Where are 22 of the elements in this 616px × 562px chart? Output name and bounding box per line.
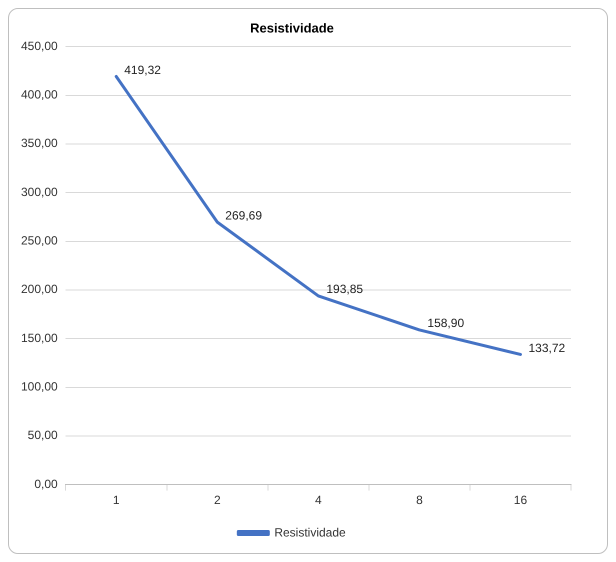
chart-title: Resistividade	[250, 20, 334, 36]
x-tick-label: 1	[112, 493, 120, 508]
data-label: 133,72	[528, 340, 566, 355]
data-label: 269,69	[225, 208, 262, 222]
data-label: 419,32	[124, 62, 162, 77]
y-tick-label: 150,00	[21, 330, 58, 345]
y-tick-label: 50,00	[28, 428, 58, 442]
legend-label: Resistividade	[274, 525, 346, 540]
y-tick-label: 100,00	[21, 380, 58, 394]
x-tick-label: 8	[416, 493, 424, 508]
data-label: 193,85	[326, 282, 364, 296]
data-label: 158,90	[427, 316, 464, 330]
y-tick-label: 300,00	[21, 184, 58, 199]
y-tick-label: 0,00	[34, 476, 58, 491]
x-tick-label: 16	[514, 493, 528, 508]
x-tick-label: 4	[315, 493, 322, 508]
y-tick-label: 200,00	[21, 282, 58, 296]
y-tick-label: 400,00	[21, 88, 58, 102]
x-tick-label: 2	[214, 493, 221, 508]
y-tick-label: 450,00	[21, 38, 58, 53]
y-tick-label: 250,00	[21, 234, 58, 248]
y-tick-label: 350,00	[21, 136, 58, 150]
